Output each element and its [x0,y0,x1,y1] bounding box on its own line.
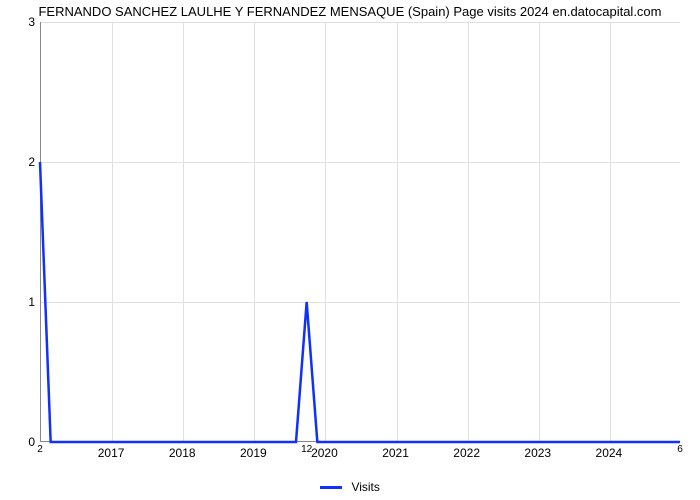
data-point-label: 6 [677,444,683,455]
legend: Visits [0,479,700,494]
y-tick-label: 0 [5,435,35,449]
x-tick-label: 2021 [382,446,409,460]
series-line [40,162,680,442]
x-tick-label: 2023 [524,446,551,460]
x-tick-label: 2022 [453,446,480,460]
x-tick-label: 2018 [169,446,196,460]
x-tick-label: 2020 [311,446,338,460]
y-tick-label: 3 [5,15,35,29]
data-point-label: 12 [301,444,312,455]
legend-label: Visits [351,480,379,494]
chart-title: FERNANDO SANCHEZ LAULHE Y FERNANDEZ MENS… [0,4,700,19]
x-tick-label: 2019 [240,446,267,460]
chart-line-svg [40,22,680,442]
y-tick-label: 1 [5,295,35,309]
legend-swatch [320,486,342,489]
y-tick-label: 2 [5,155,35,169]
x-tick-label: 2017 [98,446,125,460]
x-tick-label: 2024 [596,446,623,460]
data-point-label: 2 [37,444,43,455]
